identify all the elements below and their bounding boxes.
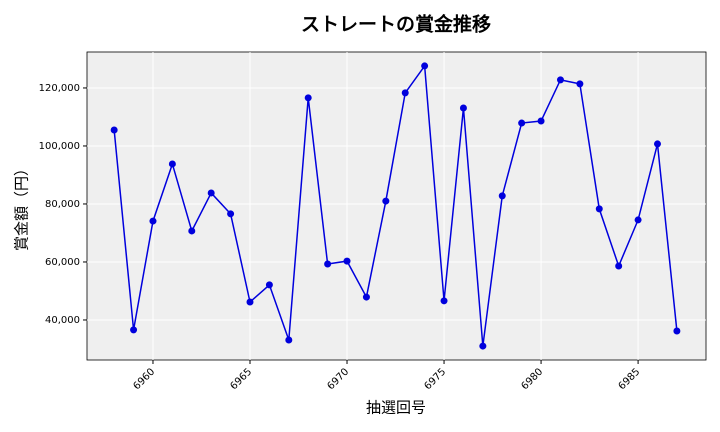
- data-point: [382, 197, 390, 205]
- data-point: [401, 89, 409, 97]
- x-tick-label: 6970: [325, 366, 351, 392]
- y-tick-label: 120,000: [39, 83, 80, 94]
- data-point: [324, 260, 332, 268]
- data-point: [440, 297, 448, 305]
- x-tick-label: 6975: [423, 366, 449, 392]
- data-point: [673, 327, 681, 335]
- data-point: [595, 205, 603, 213]
- data-point: [149, 217, 157, 225]
- data-point: [207, 189, 215, 197]
- x-tick-label: 6960: [131, 366, 157, 392]
- y-tick-label: 40,000: [45, 315, 80, 326]
- plot-area: [86, 51, 707, 361]
- data-point: [421, 62, 429, 70]
- x-tick-label: 6980: [520, 366, 546, 392]
- data-point: [265, 281, 273, 289]
- data-point: [459, 104, 467, 112]
- data-point: [188, 227, 196, 235]
- data-point: [615, 262, 623, 270]
- data-point: [653, 140, 661, 148]
- data-point: [343, 257, 351, 265]
- data-point: [110, 126, 118, 134]
- data-point: [634, 216, 642, 224]
- x-tick-label: 6965: [228, 366, 254, 392]
- data-point: [227, 210, 235, 218]
- data-point: [168, 160, 176, 168]
- y-tick-label: 60,000: [45, 257, 80, 268]
- data-point: [576, 80, 584, 88]
- data-point: [479, 342, 487, 350]
- data-point: [130, 326, 138, 334]
- series-line: [113, 63, 678, 347]
- data-point: [304, 94, 312, 102]
- data-point: [362, 293, 370, 301]
- chart-title: ストレートの賞金推移: [301, 13, 491, 36]
- x-tick-label: 6985: [617, 366, 643, 392]
- y-tick-label: 100,000: [39, 141, 80, 152]
- data-point: [498, 192, 506, 200]
- data-point: [246, 298, 254, 306]
- data-point: [518, 119, 526, 127]
- y-tick-label: 80,000: [45, 199, 80, 210]
- y-axis-label: 賞金額（円）: [13, 161, 31, 251]
- data-point: [537, 117, 545, 125]
- x-axis-label: 抽選回号: [366, 399, 426, 417]
- data-point: [556, 76, 564, 84]
- data-point: [285, 336, 293, 344]
